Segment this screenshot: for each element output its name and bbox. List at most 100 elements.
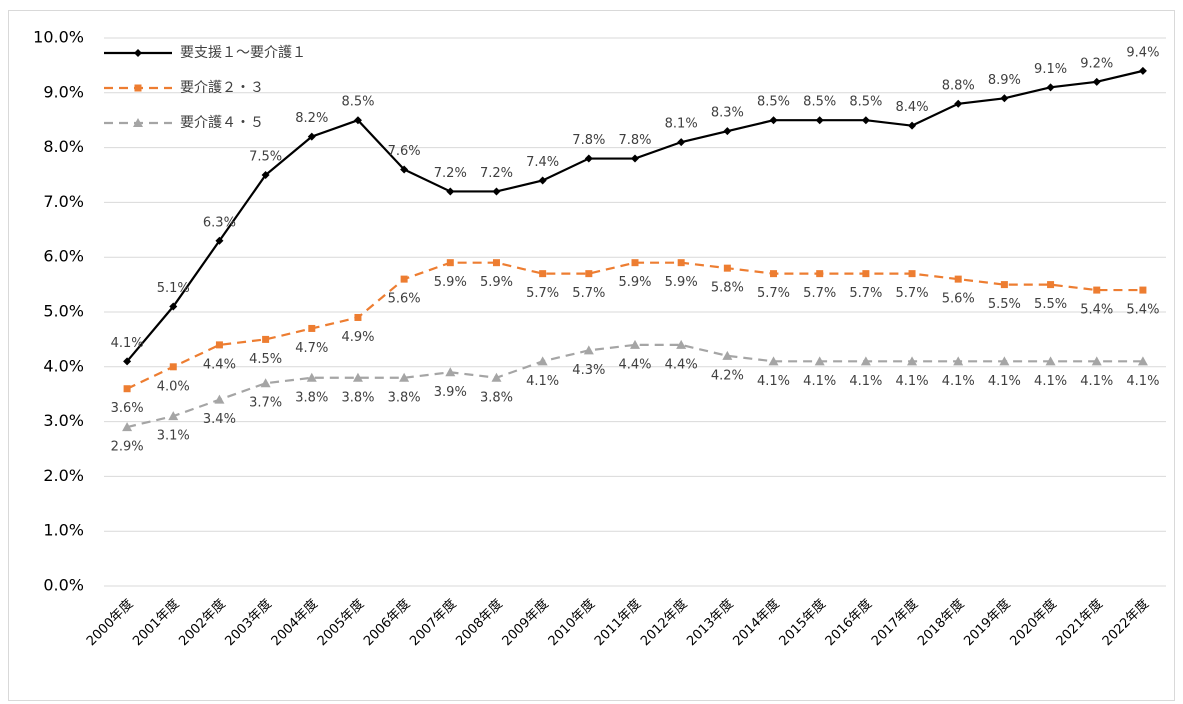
data-point	[584, 154, 593, 163]
data-label: 5.7%	[757, 286, 790, 301]
data-point	[768, 356, 779, 366]
data-point	[1137, 356, 1148, 366]
data-label: 5.4%	[1080, 303, 1113, 318]
data-point	[261, 171, 270, 179]
data-point	[169, 363, 177, 371]
data-point	[1139, 286, 1147, 294]
data-label: 4.1%	[942, 374, 975, 389]
data-label: 5.1%	[157, 281, 190, 296]
y-tick-label: 9.0%	[43, 82, 84, 101]
data-point	[631, 259, 639, 267]
data-point	[815, 116, 824, 125]
y-tick-label: 3.0%	[43, 411, 84, 430]
data-point	[538, 176, 547, 185]
data-point	[954, 99, 963, 108]
data-point	[400, 275, 408, 283]
data-label: 3.8%	[295, 390, 328, 405]
series-line	[126, 261, 1143, 390]
data-point	[585, 270, 593, 278]
data-label: 4.3%	[572, 363, 605, 378]
data-label: 3.8%	[341, 390, 374, 405]
data-point	[862, 270, 870, 278]
data-point	[631, 154, 639, 163]
data-label: 5.7%	[526, 286, 559, 301]
data-label: 5.5%	[988, 297, 1021, 312]
data-point	[1000, 94, 1009, 103]
data-label: 5.8%	[711, 281, 744, 296]
data-label: 8.8%	[942, 78, 975, 93]
data-point	[814, 356, 825, 366]
data-point	[352, 372, 363, 382]
data-point	[769, 116, 778, 125]
data-point	[1000, 281, 1008, 289]
data-label: 5.9%	[480, 275, 513, 290]
data-point	[168, 411, 179, 421]
data-label: 8.3%	[711, 106, 744, 121]
data-label: 5.7%	[896, 286, 929, 301]
data-label: 7.4%	[526, 155, 559, 170]
data-point	[676, 339, 687, 349]
data-label: 8.2%	[295, 111, 328, 126]
data-point	[123, 385, 131, 393]
data-label: 5.6%	[942, 292, 975, 307]
data-point	[122, 422, 133, 432]
data-point	[491, 372, 502, 382]
data-label: 7.2%	[434, 166, 467, 181]
data-point	[214, 394, 225, 404]
data-label: 8.4%	[896, 100, 929, 115]
data-point	[260, 378, 271, 388]
data-point	[446, 187, 455, 196]
data-label: 4.1%	[1034, 374, 1067, 389]
data-point	[770, 270, 778, 278]
data-label: 4.5%	[249, 352, 282, 367]
data-point	[445, 367, 456, 377]
data-point	[953, 356, 964, 366]
data-label: 4.1%	[1126, 374, 1159, 389]
data-point	[446, 259, 454, 267]
data-point	[677, 138, 686, 147]
data-label: 5.9%	[665, 275, 698, 290]
data-label: 4.4%	[665, 357, 698, 372]
data-label: 4.9%	[341, 330, 374, 345]
data-label: 9.2%	[1080, 56, 1113, 71]
data-point	[307, 132, 316, 141]
data-label: 7.2%	[480, 166, 513, 181]
y-tick-label: 1.0%	[43, 521, 84, 540]
y-tick-label: 5.0%	[43, 302, 84, 321]
data-point	[262, 335, 270, 343]
data-point	[400, 165, 409, 174]
data-point	[723, 127, 732, 136]
data-label: 7.6%	[388, 144, 421, 159]
data-label: 5.9%	[434, 275, 467, 290]
data-point	[954, 275, 962, 283]
data-label: 6.3%	[203, 215, 236, 230]
data-label: 5.7%	[803, 286, 836, 301]
data-label: 8.5%	[341, 95, 374, 110]
data-point	[1093, 286, 1101, 294]
data-point	[908, 270, 916, 278]
data-point	[215, 341, 223, 349]
data-label: 4.4%	[203, 357, 236, 372]
data-point	[354, 313, 362, 321]
data-point	[1046, 83, 1055, 92]
data-point	[630, 339, 640, 349]
data-point	[722, 350, 733, 360]
legend-marker	[134, 49, 142, 57]
data-point	[492, 187, 501, 196]
data-label: 4.1%	[896, 374, 929, 389]
data-label: 5.7%	[849, 286, 882, 301]
data-point	[861, 116, 870, 125]
y-tick-label: 10.0%	[33, 28, 84, 47]
data-point	[860, 356, 871, 366]
data-label: 5.5%	[1034, 297, 1067, 312]
y-tick-label: 2.0%	[43, 466, 84, 485]
data-label: 5.9%	[618, 275, 651, 290]
data-label: 4.1%	[988, 374, 1021, 389]
data-label: 4.0%	[157, 379, 190, 394]
data-label: 3.9%	[434, 385, 467, 400]
data-point	[123, 357, 132, 366]
y-tick-label: 0.0%	[43, 576, 84, 595]
data-point	[723, 264, 731, 272]
data-label: 3.1%	[157, 429, 190, 444]
